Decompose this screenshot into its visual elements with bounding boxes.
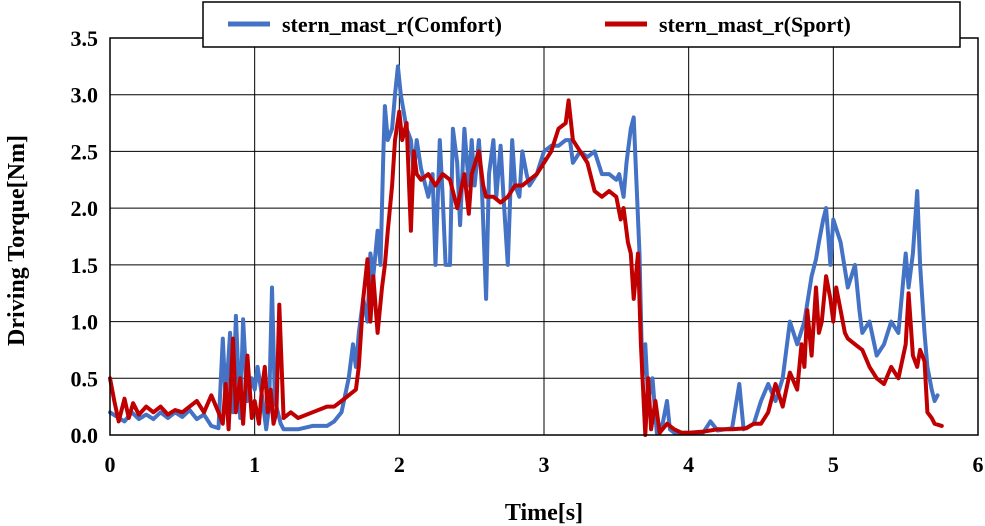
y-tick-label: 2.0 <box>71 196 99 221</box>
series-line-comfort <box>108 64 940 435</box>
legend-label-sport: stern_mast_r(Sport) <box>659 12 851 37</box>
y-tick-label: 3.5 <box>71 26 99 51</box>
legend: stern_mast_r(Comfort) stern_mast_r(Sport… <box>202 1 961 48</box>
y-tick-label: 0.5 <box>71 366 99 391</box>
y-tick-label: 1.0 <box>71 310 99 335</box>
x-tick-label: 5 <box>828 452 839 477</box>
legend-box <box>202 1 961 48</box>
legend-label-comfort: stern_mast_r(Comfort) <box>282 12 502 37</box>
y-axis-title: Driving Torque[Nm] <box>4 135 30 346</box>
y-tick-label: 3.0 <box>71 83 99 108</box>
x-tick-label: 6 <box>973 452 984 477</box>
x-tick-label: 1 <box>249 452 260 477</box>
y-tick-label: 2.5 <box>71 139 99 164</box>
x-tick-label: 4 <box>683 452 694 477</box>
x-tick-label: 0 <box>105 452 116 477</box>
y-tick-label: 0.0 <box>71 423 99 448</box>
y-tick-labels: 0.0 0.5 1.0 1.5 2.0 2.5 3.0 3.5 <box>71 26 99 448</box>
x-axis-title: Time[s] <box>505 500 583 526</box>
y-tick-label: 1.5 <box>71 253 99 278</box>
x-tick-labels: 0 1 2 3 4 5 6 <box>105 452 984 477</box>
series-line-sport <box>108 98 944 437</box>
series-layer <box>108 64 944 437</box>
x-tick-label: 3 <box>539 452 550 477</box>
x-tick-label: 2 <box>394 452 405 477</box>
